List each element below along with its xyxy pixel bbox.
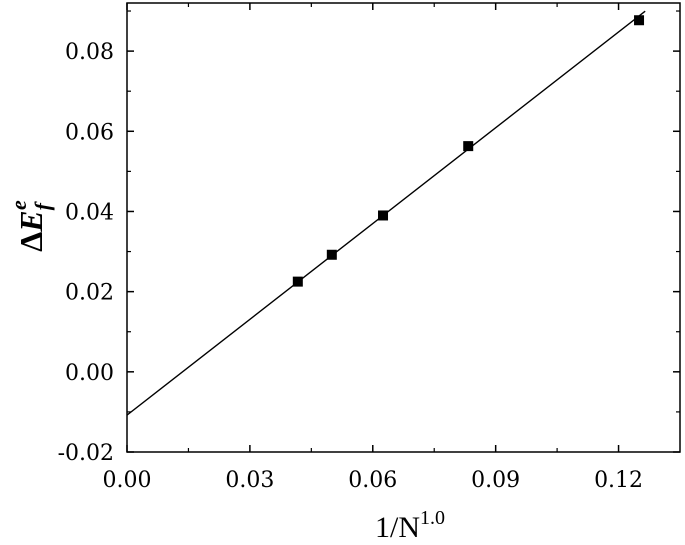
data-point xyxy=(326,249,337,260)
x-tick-label: 0.06 xyxy=(348,468,397,493)
data-point xyxy=(463,141,474,152)
y-axis-title-subscript: f xyxy=(30,200,55,210)
axis-ticks xyxy=(126,3,680,453)
x-tick-label: 0.00 xyxy=(103,468,152,493)
y-tick-label: 0.08 xyxy=(65,40,114,65)
data-point xyxy=(378,210,389,221)
y-tick-labels: -0.02 0.00 0.02 0.04 0.06 0.08 xyxy=(58,40,114,466)
y-axis-title-base: E xyxy=(13,210,49,232)
x-axis-title-base: 1/N xyxy=(375,511,420,544)
x-tick-labels: 0.00 0.03 0.06 0.09 0.12 xyxy=(103,468,644,493)
x-tick-label: 0.12 xyxy=(594,468,643,493)
x-tick-label: 0.03 xyxy=(225,468,274,493)
x-axis-title-superscript: 1.0 xyxy=(420,507,445,529)
y-tick-label: -0.02 xyxy=(58,441,114,466)
y-axis-title-superscript: e xyxy=(6,200,31,210)
y-tick-label: 0.00 xyxy=(65,361,114,386)
data-point xyxy=(634,15,645,26)
x-axis-title: 1/N1.0 xyxy=(375,507,445,544)
data-points xyxy=(292,15,645,287)
x-tick-label: 0.09 xyxy=(471,468,520,493)
y-tick-label: 0.04 xyxy=(65,200,114,225)
y-tick-label: 0.02 xyxy=(65,281,114,306)
y-axis-title-delta: Δ xyxy=(13,232,49,252)
y-tick-label: 0.06 xyxy=(65,120,114,145)
y-axis-title: ΔEfe xyxy=(6,200,55,252)
data-point xyxy=(292,276,303,287)
plot-frame xyxy=(126,2,681,453)
